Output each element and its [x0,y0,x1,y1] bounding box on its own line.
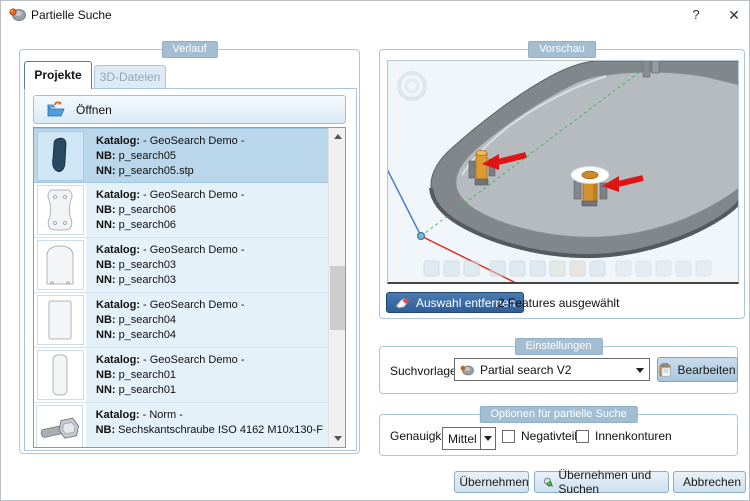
search-template-label: Suchvorlage: [390,364,461,378]
open-folder-icon [47,101,65,117]
edit-template-label: Bearbeiten [677,362,736,377]
settings-group-label: Einstellungen [514,338,603,355]
scrollbar-thumb[interactable] [330,266,345,330]
tab-projekte[interactable]: Projekte [24,61,92,89]
close-button[interactable]: ✕ [728,7,740,23]
part-thumbnail [36,130,84,181]
apply-and-search-label: Übernehmen und Suchen [558,468,652,496]
options-group-label: Optionen für partielle Suche [479,406,638,423]
inner-contours-checkbox[interactable] [576,430,589,443]
edit-template-button[interactable]: Bearbeiten [657,357,738,382]
list-item[interactable]: Katalog: - GeoSearch Demo - NB: p_search03… [34,238,329,293]
accuracy-dropdown[interactable]: Mittel [442,427,496,450]
accuracy-label: Genauigkeit: [390,429,458,443]
part-thumbnail [36,185,84,235]
cancel-button[interactable]: Abbrechen [673,471,746,493]
list-item[interactable]: Katalog: - Norm - NB: Sechskantschraube IS… [34,403,329,447]
inner-contours-label: Innenkonturen [595,429,672,443]
eraser-icon [395,297,410,308]
scroll-up-icon[interactable] [329,128,345,145]
list-item[interactable]: Katalog: - GeoSearch Demo - NB: p_search01… [34,348,329,403]
cancel-label: Abbrechen [682,475,742,489]
part-thumbnail [36,295,84,345]
title-bar: Partielle Suche ? ✕ [1,1,749,29]
search-template-dropdown[interactable]: Partial search V2 [454,358,650,381]
search-history-list: Katalog: - GeoSearch Demo - NB: p_search05… [33,127,346,448]
part-thumbnail [36,240,84,290]
remove-selection-button[interactable]: Auswahl entfernen [386,292,525,313]
negative-part-label: Negativteil [521,429,578,443]
remove-selection-label: Auswahl entfernen [416,295,516,310]
history-group: Verlauf Projekte 3D-Dateien Öffnen [19,41,360,454]
part-thumbnail [36,350,84,400]
preview-3d-viewport[interactable] [387,60,739,284]
search-template-value: Partial search V2 [480,362,572,377]
open-button-label: Öffnen [76,102,112,117]
list-item[interactable]: Katalog: - GeoSearch Demo - NB: p_search04… [34,293,329,348]
accuracy-value: Mittel [448,431,477,446]
history-group-label: Verlauf [161,41,218,58]
negative-part-checkbox[interactable] [502,430,515,443]
chevron-down-icon [480,428,495,449]
partial-options-group: Optionen für partielle Suche Genauigkeit… [379,406,738,456]
preview-3d-scene [388,61,738,282]
list-scrollbar[interactable] [328,128,345,447]
viewport-toolbar-icons[interactable] [423,260,712,277]
search-icon [543,477,554,487]
projects-tab-panel: Öffnen Katalog: - GeoSearch Demo - NB: p_s… [24,88,357,451]
apply-label: Übernehmen [459,475,529,489]
open-button[interactable]: Öffnen [33,95,346,124]
scroll-down-icon[interactable] [329,430,345,447]
dialog-title: Partielle Suche [31,8,112,22]
apply-button[interactable]: Übernehmen [454,471,529,493]
list-item[interactable]: Katalog: - GeoSearch Demo - NB: p_search06… [34,183,329,238]
clipboard-edit-icon [660,362,671,376]
template-part-icon [460,365,474,375]
preview-group: Vorschau [379,41,745,319]
list-item[interactable]: Katalog: - GeoSearch Demo - NB: p_search05… [34,128,329,183]
app-part-icon [9,8,26,21]
settings-group: Einstellungen Suchvorlage: Partial searc… [379,338,738,394]
screw-thumbnail [36,405,84,447]
apply-and-search-button[interactable]: Übernehmen und Suchen [534,468,669,496]
selection-status-text: 2 Features ausgewählt [498,296,620,310]
tab-3d-dateien[interactable]: 3D-Dateien [94,65,166,89]
preview-group-label: Vorschau [528,41,596,58]
chevron-down-icon [636,367,644,373]
help-button[interactable]: ? [692,7,700,22]
